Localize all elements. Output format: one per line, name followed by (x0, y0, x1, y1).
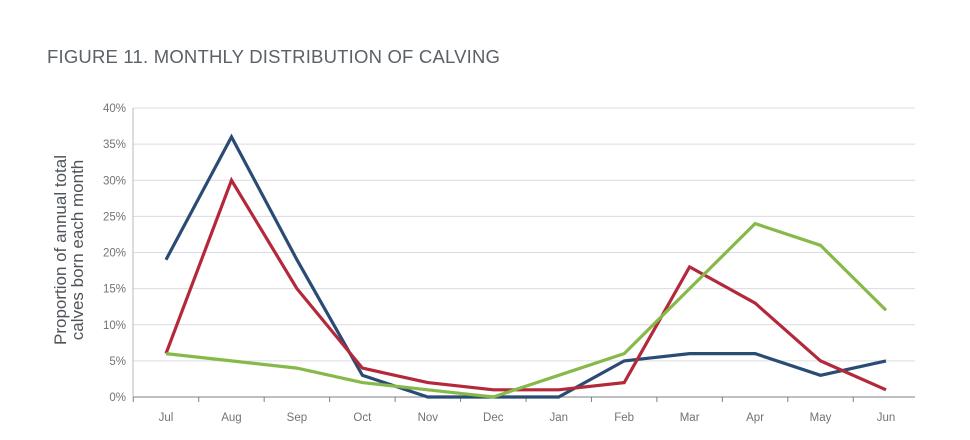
x-tick-label: Nov (418, 412, 439, 424)
y-tick-label: 0% (109, 392, 126, 404)
series-lines (164, 133, 888, 399)
y-axis-label-line: calves born each month (68, 160, 87, 341)
y-tick-label: 40% (103, 103, 126, 115)
chart-title: FIGURE 11. MONTHLY DISTRIBUTION OF CALVI… (47, 46, 501, 67)
x-tick-label: Mar (680, 412, 700, 424)
x-tick-label: Feb (614, 412, 634, 424)
x-tick-label: May (810, 412, 832, 424)
series-line (165, 221, 888, 399)
x-tick-label: Jan (549, 412, 568, 424)
x-tick-label: Jul (159, 412, 174, 424)
y-tick-label: 25% (103, 211, 126, 223)
x-tick-labels: Jul Aug Sep Oct Nov Dec Jan Feb Mar Apr May Jun (159, 412, 896, 424)
x-tick-label: Aug (221, 412, 241, 424)
y-tick-label: 15% (103, 284, 126, 296)
x-tick-label: Dec (483, 412, 504, 424)
x-tick-label: Sep (287, 412, 307, 424)
y-tick-label: 20% (103, 248, 126, 260)
y-tick-label: 35% (103, 139, 126, 151)
x-tick-label: Jun (877, 412, 896, 424)
x-tick-label: Apr (746, 412, 764, 424)
y-tick-labels: 0% 5% 10% 15% 20% 25% 30% 35% 40% (103, 103, 126, 404)
series-line (164, 176, 887, 392)
y-tick-label: 5% (109, 356, 126, 368)
y-axis-label: Proportion of annual totalcalves born ea… (51, 155, 87, 345)
y-tick-label: 30% (103, 175, 126, 187)
y-tick-label: 10% (103, 320, 126, 332)
x-tick-label: Oct (353, 412, 372, 424)
axes (132, 108, 915, 402)
y-axis-label-line: Proportion of annual total (51, 155, 70, 345)
series-line (164, 133, 887, 399)
gridlines (133, 107, 915, 362)
